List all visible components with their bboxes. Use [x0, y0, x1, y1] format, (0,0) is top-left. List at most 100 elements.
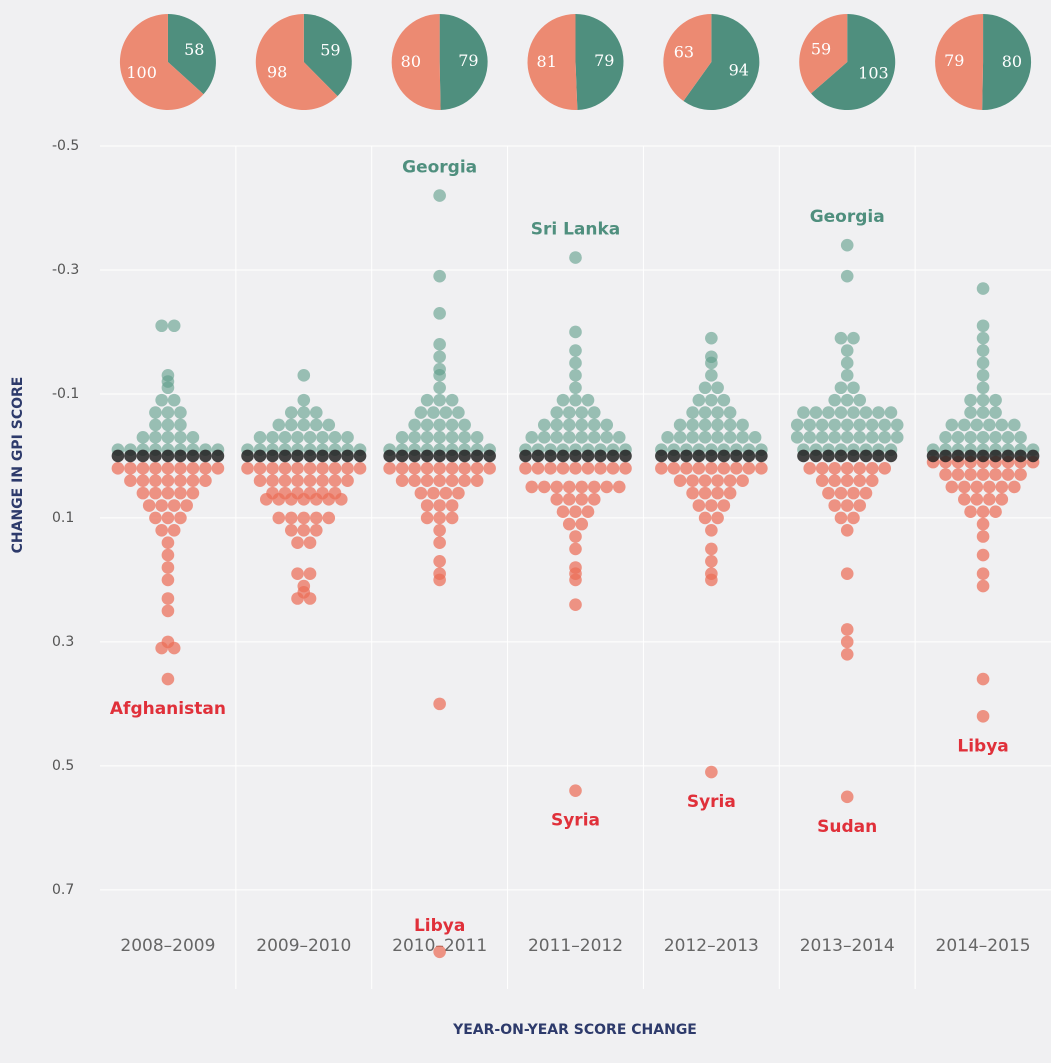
dot: [149, 486, 162, 500]
dot: [519, 449, 532, 463]
dot: [815, 418, 829, 432]
dot: [692, 393, 706, 407]
dot: [686, 418, 699, 432]
dot: [692, 462, 706, 475]
x-axis-title: YEAR-ON-YEAR SCORE CHANGE: [452, 1022, 697, 1038]
dot: [847, 511, 860, 525]
dot: [414, 406, 428, 419]
dot: [556, 462, 570, 475]
dot: [266, 431, 279, 444]
dot: [705, 356, 718, 370]
dot: [569, 561, 582, 574]
dot: [884, 406, 898, 419]
dot: [970, 493, 984, 506]
dot: [742, 462, 756, 475]
dot: [847, 406, 860, 419]
dot: [383, 449, 396, 463]
dot: [834, 406, 848, 419]
dot: [174, 474, 187, 488]
dot: [284, 524, 298, 537]
dot: [278, 449, 292, 463]
dot: [995, 493, 1009, 506]
dot: [278, 474, 292, 488]
dot: [199, 474, 212, 488]
dot: [186, 474, 200, 488]
dot: [822, 449, 835, 463]
dot: [853, 431, 867, 444]
dot: [853, 474, 867, 488]
dot: [989, 505, 1002, 519]
dot: [433, 555, 446, 568]
dot: [976, 505, 990, 519]
dot: [433, 381, 446, 395]
dot: [736, 418, 749, 432]
y-tick-label: 0.1: [52, 510, 74, 526]
dot: [705, 462, 718, 475]
dot: [136, 474, 150, 488]
dot: [1008, 480, 1021, 494]
dot: [161, 486, 175, 500]
dot: [253, 431, 267, 444]
dot: [736, 474, 749, 488]
dot: [587, 493, 601, 506]
dot: [149, 462, 162, 475]
dot: [291, 449, 304, 463]
dot: [395, 449, 409, 463]
dot: [976, 393, 990, 407]
annotation: Syria: [687, 792, 736, 812]
dot: [742, 449, 756, 463]
dot: [309, 418, 323, 432]
dot: [995, 418, 1009, 432]
y-tick-label: 0.3: [52, 634, 74, 650]
dot: [686, 486, 699, 500]
dot: [433, 369, 446, 382]
dot: [253, 474, 267, 488]
dot: [828, 474, 842, 488]
dot: [612, 431, 626, 444]
dot: [828, 431, 842, 444]
dot: [698, 418, 712, 432]
annotation: Sudan: [817, 817, 877, 837]
dot: [951, 431, 965, 444]
dot: [395, 431, 409, 444]
dot: [483, 462, 496, 475]
dot: [433, 393, 446, 407]
dot: [291, 536, 304, 550]
dot: [569, 449, 582, 463]
dot: [316, 486, 329, 500]
dot: [569, 505, 582, 519]
dot: [149, 449, 162, 463]
dot: [840, 567, 854, 580]
pie-slice: [663, 14, 712, 102]
dot: [439, 406, 453, 419]
dot: [840, 790, 854, 804]
dot: [155, 319, 168, 333]
dot: [951, 468, 965, 481]
y-tick-label: -0.5: [52, 138, 79, 154]
dot: [556, 393, 570, 407]
dot: [149, 474, 162, 488]
dot: [698, 431, 712, 444]
dot: [686, 474, 699, 488]
dot: [803, 418, 817, 432]
pie-slice: [811, 14, 896, 110]
dot: [705, 567, 718, 580]
dot: [562, 431, 576, 444]
dot: [519, 462, 532, 475]
dot: [291, 474, 304, 488]
dot: [976, 381, 990, 395]
dot: [865, 418, 879, 432]
dot: [859, 449, 873, 463]
pie-label: 98: [267, 62, 287, 81]
pie-slice: [982, 14, 1032, 111]
dot: [149, 406, 162, 419]
dot: [723, 474, 737, 488]
dot: [155, 499, 168, 512]
dot: [976, 319, 990, 333]
dot: [619, 462, 632, 475]
dot: [587, 418, 601, 432]
dot: [692, 449, 706, 463]
pie-slice: [255, 14, 338, 110]
dot: [878, 418, 892, 432]
dot: [878, 462, 892, 475]
